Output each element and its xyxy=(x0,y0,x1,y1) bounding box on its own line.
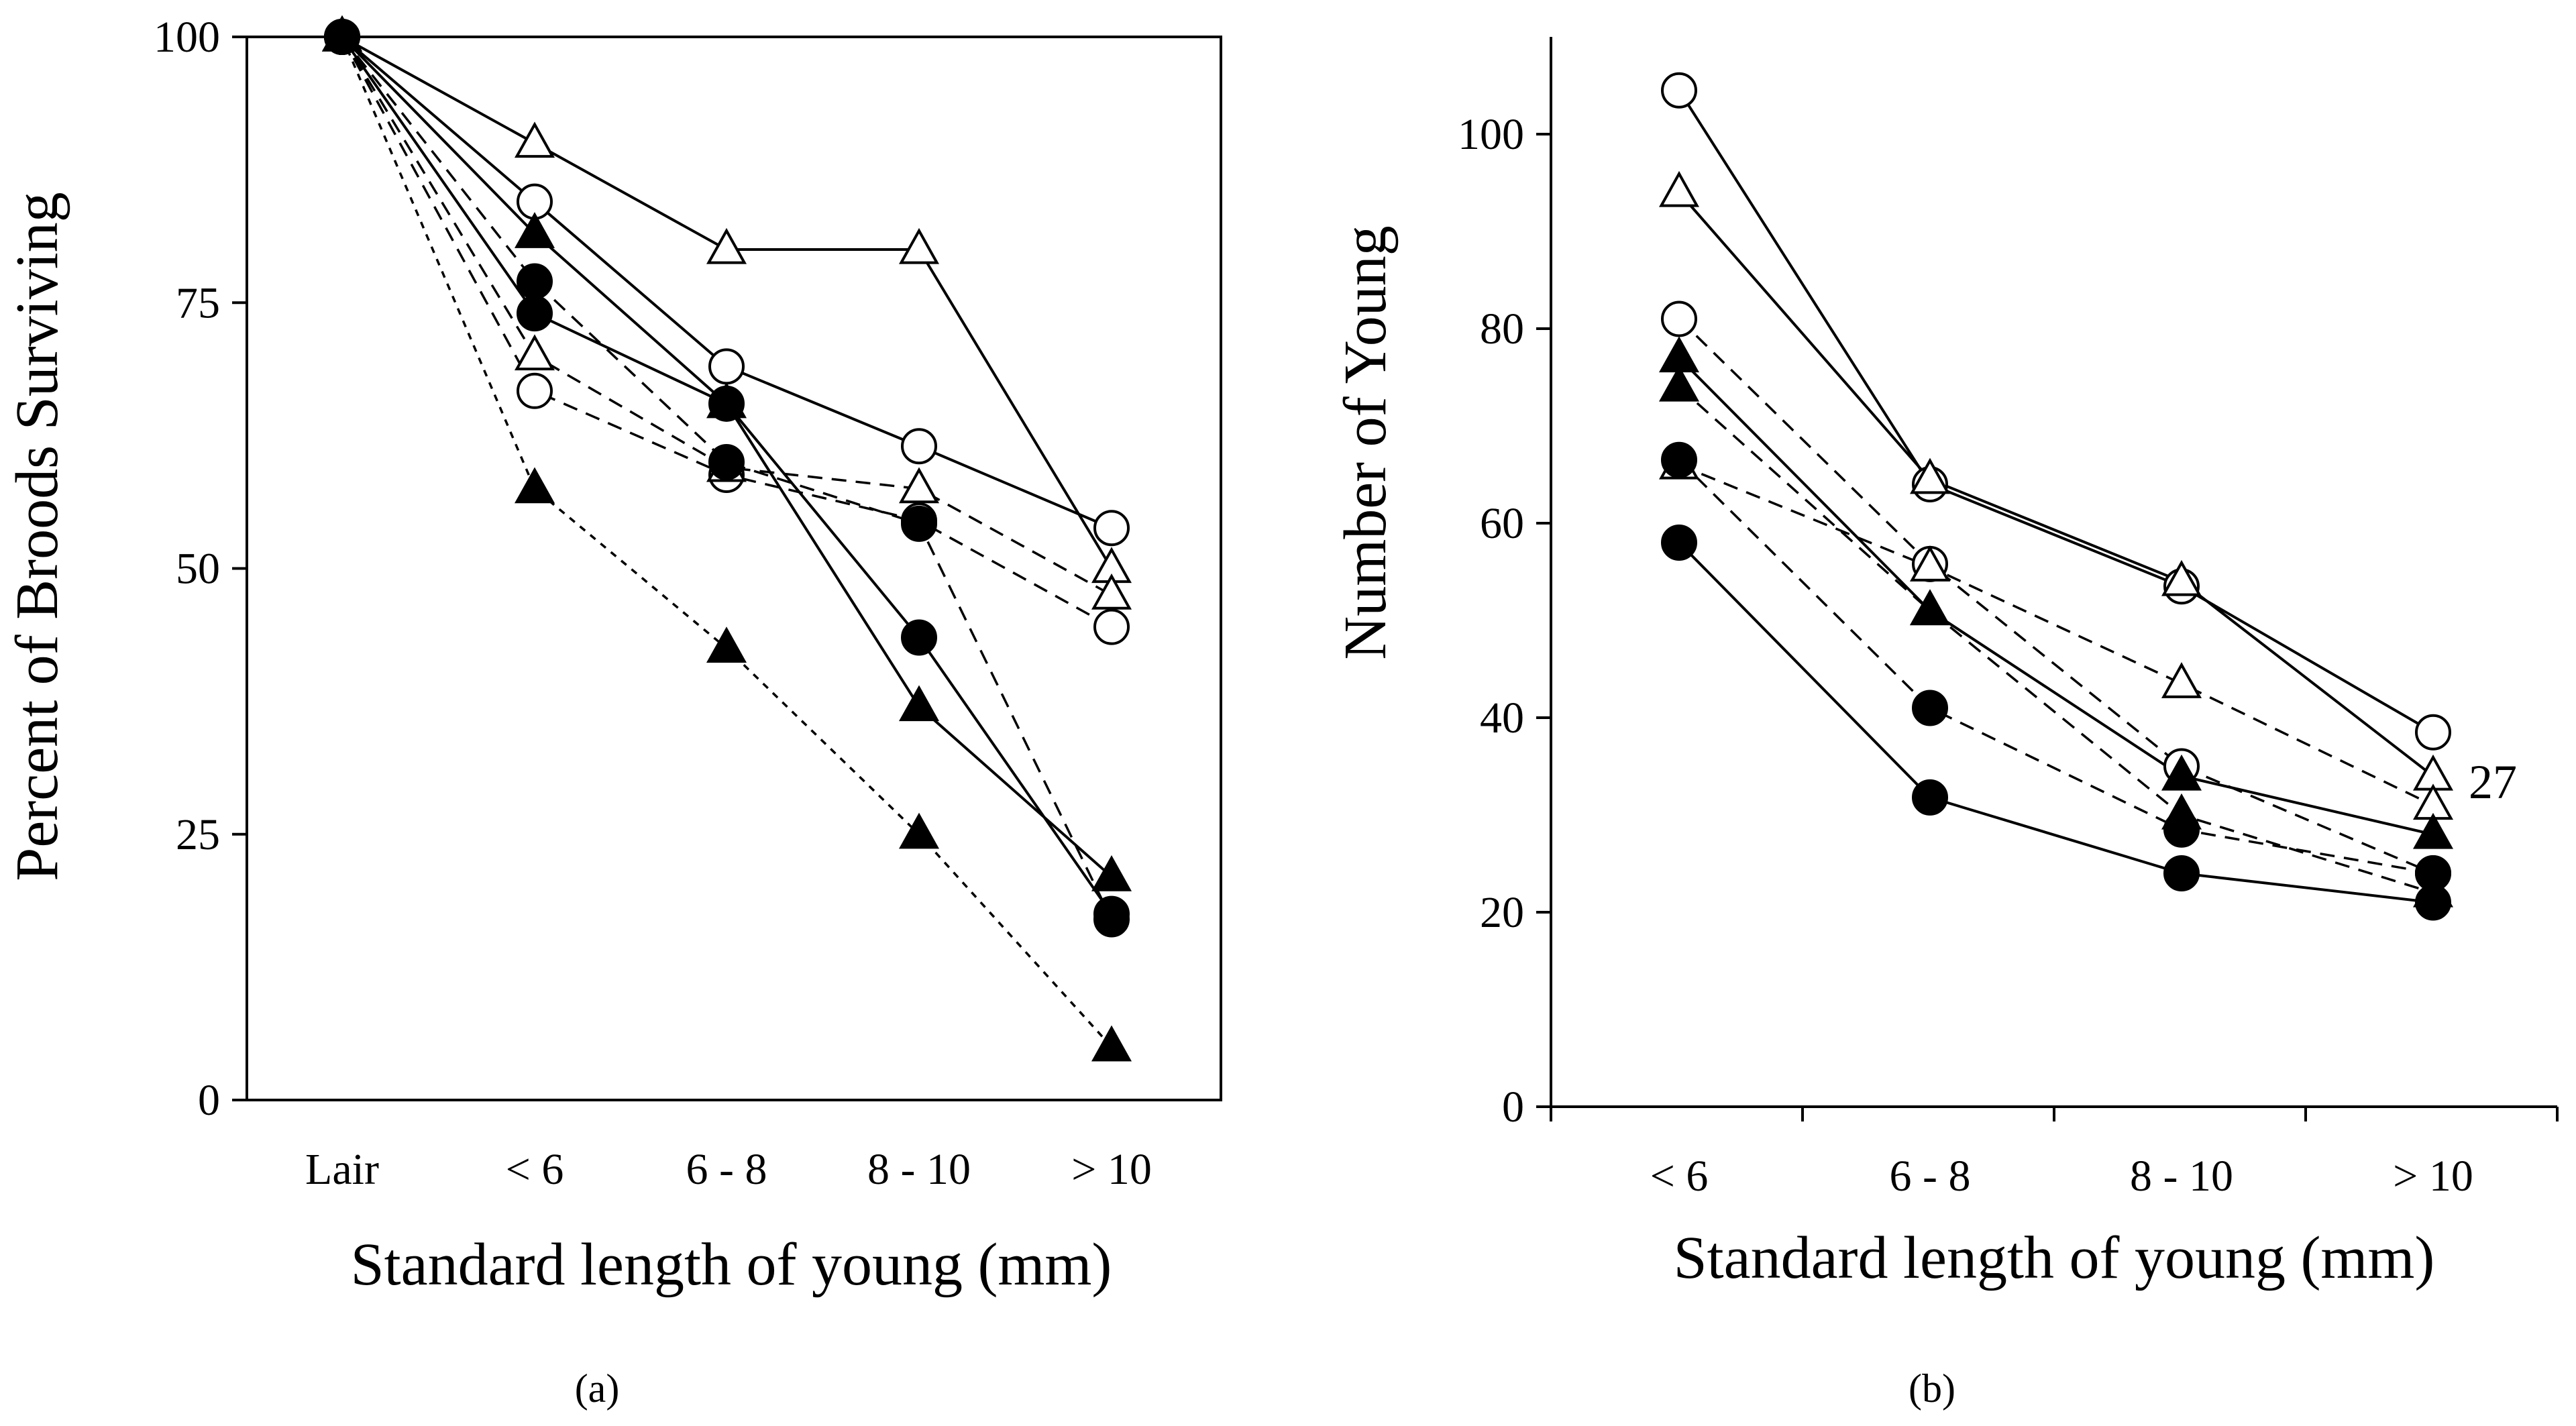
data-point-circle xyxy=(1912,690,1948,726)
data-point-triangle xyxy=(321,15,363,52)
data-point-triangle xyxy=(898,227,940,264)
series-line xyxy=(341,36,1113,1048)
data-point-triangle xyxy=(898,812,940,849)
y-axis-label: Percent of Broods Surviving xyxy=(4,192,70,881)
y-tick-label: 20 xyxy=(1480,888,1524,937)
x-tick-label: > 10 xyxy=(1071,1145,1152,1194)
x-axis-label: Standard length of young (mm) xyxy=(1674,1225,2435,1291)
y-tick-label: 0 xyxy=(198,1076,220,1125)
data-point-circle xyxy=(901,505,937,542)
data-point-circle xyxy=(1661,72,1697,109)
data-point-triangle xyxy=(2161,559,2202,596)
series-line xyxy=(1678,89,2434,734)
annotation-label: 27 xyxy=(2469,755,2517,809)
y-tick-label: 40 xyxy=(1480,694,1524,743)
data-point-circle xyxy=(2163,855,2200,891)
panel-b: 0 20 40 60 80 100 < 6 6 - 8 8 - 10 > 10 Standard l… xyxy=(1332,37,2559,1411)
x-tick-label: 8 - 10 xyxy=(867,1145,971,1194)
y-axis-label: Number of Young xyxy=(1332,225,1399,660)
series-line xyxy=(1678,318,2434,875)
data-point-triangle xyxy=(1091,1025,1132,1062)
y-tick-label: 0 xyxy=(1502,1083,1524,1132)
x-tick-label: 6 - 8 xyxy=(1890,1152,1971,1201)
data-point-circle xyxy=(2163,811,2200,848)
data-point-circle xyxy=(1093,901,1130,938)
series-line xyxy=(341,36,1112,628)
y-tick-label: 25 xyxy=(176,810,220,859)
data-point-triangle xyxy=(1909,545,1951,582)
data-point-circle xyxy=(1661,525,1697,561)
data-point-triangle xyxy=(1658,170,1700,207)
y-tick-label: 100 xyxy=(1458,110,1524,159)
series-line xyxy=(1678,191,2434,777)
data-point-triangle xyxy=(1658,365,1700,402)
x-tick-label: Lair xyxy=(305,1145,379,1194)
panel-a: 0 25 50 75 100 Lair < 6 6 - 8 8 - 10 > 10 Standard… xyxy=(4,13,1222,1411)
data-point-circle xyxy=(517,372,553,409)
data-point-circle xyxy=(1093,510,1130,547)
data-point-triangle xyxy=(1909,589,1951,626)
data-point-circle xyxy=(1661,441,1697,478)
data-point-circle xyxy=(517,263,553,300)
data-point-triangle xyxy=(514,212,555,248)
data-point-triangle xyxy=(706,227,747,264)
x-axis-label: Standard length of young (mm) xyxy=(351,1231,1112,1298)
data-point-circle xyxy=(901,619,937,656)
data-point-triangle xyxy=(2412,812,2454,849)
series-line xyxy=(1678,541,2434,904)
data-point-circle xyxy=(1912,779,1948,816)
series-line xyxy=(341,36,1113,920)
data-point-triangle xyxy=(706,382,747,419)
data-point-triangle xyxy=(1091,573,1132,610)
y-tick-label: 80 xyxy=(1480,305,1524,353)
data-point-circle xyxy=(708,348,745,385)
data-point-triangle xyxy=(514,121,555,158)
data-point-triangle xyxy=(1091,855,1132,891)
y-tick-label: 60 xyxy=(1480,499,1524,548)
y-tick-label: 75 xyxy=(176,278,220,327)
data-point-triangle xyxy=(706,626,747,663)
series-line xyxy=(1678,357,2434,836)
data-point-circle xyxy=(708,444,745,480)
data-point-triangle xyxy=(2161,662,2202,698)
data-point-triangle xyxy=(898,685,940,722)
y-tick-label: 100 xyxy=(154,13,220,62)
data-point-circle xyxy=(2415,884,2451,921)
data-point-circle xyxy=(2415,714,2451,751)
data-point-triangle xyxy=(514,467,555,504)
series-line xyxy=(1678,463,2434,807)
data-point-triangle xyxy=(2161,754,2202,791)
x-tick-label: 8 - 10 xyxy=(2130,1152,2233,1201)
x-tick-label: < 6 xyxy=(1650,1152,1709,1201)
x-tick-label: 6 - 8 xyxy=(686,1145,767,1194)
y-tick-label: 50 xyxy=(176,545,220,594)
data-point-triangle xyxy=(514,334,555,371)
x-tick-label: < 6 xyxy=(506,1145,564,1194)
series-line xyxy=(341,36,1112,596)
data-point-circle xyxy=(1093,608,1130,645)
series-line xyxy=(1678,459,2434,875)
panel-label: (b) xyxy=(1909,1366,1955,1411)
data-point-circle xyxy=(1661,300,1697,337)
data-point-triangle xyxy=(898,467,940,504)
data-point-circle xyxy=(901,428,937,465)
plot-frame xyxy=(246,36,1222,1101)
x-tick-label: > 10 xyxy=(2393,1152,2473,1201)
panel-label: (a) xyxy=(575,1366,620,1411)
data-point-triangle xyxy=(1909,457,1951,494)
data-point-circle xyxy=(517,295,553,332)
series-line xyxy=(1678,386,2434,894)
